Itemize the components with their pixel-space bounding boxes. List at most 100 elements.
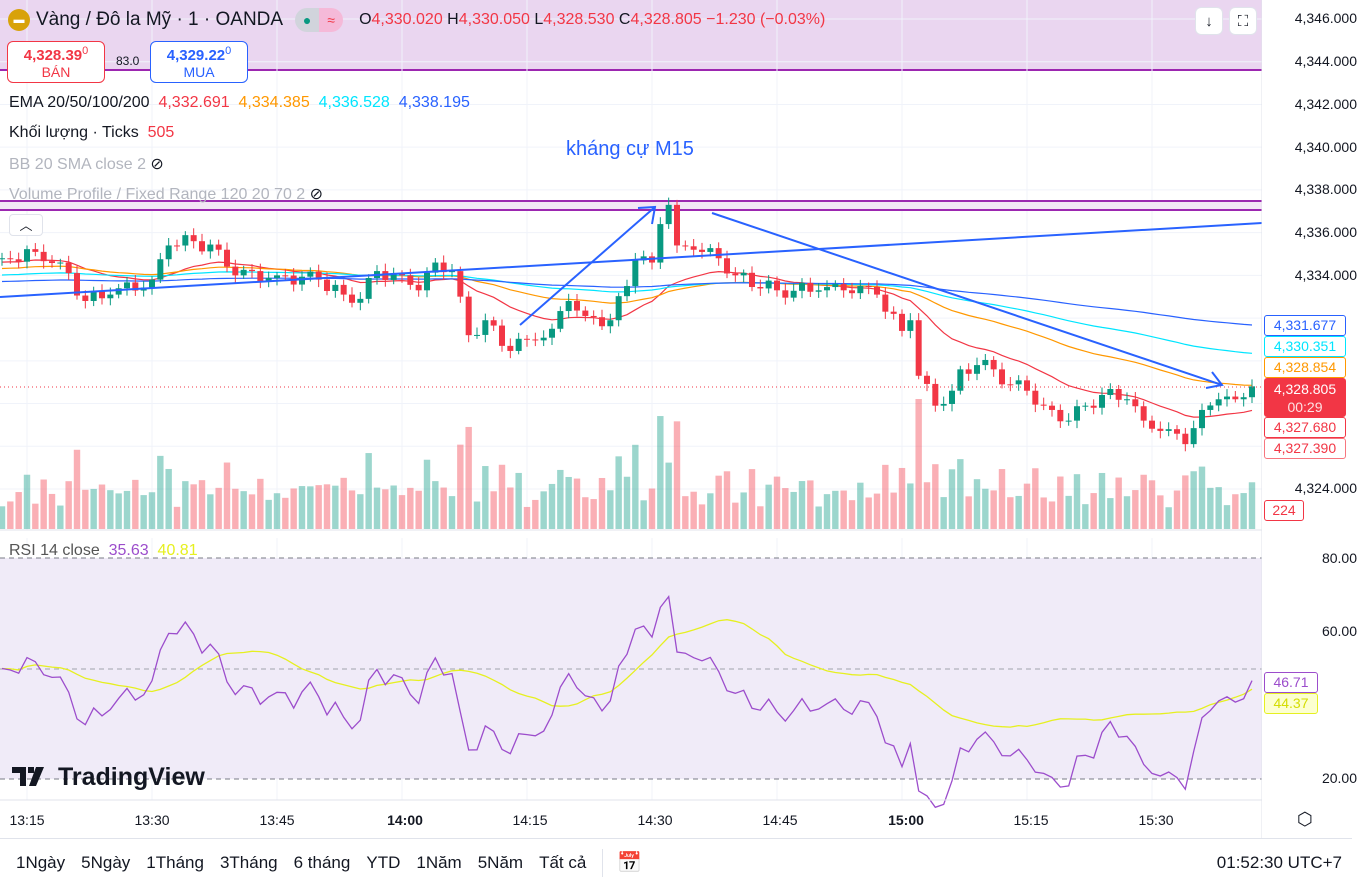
volume-bar [1107, 498, 1114, 529]
candle-body [957, 369, 964, 391]
symbol-header[interactable]: ▬ Vàng / Đô la Mỹ · 1 · OANDA ● ≈ O4,330.… [8, 8, 825, 32]
goto-date-calendar-icon[interactable]: 📅 [617, 852, 643, 874]
market-status[interactable]: ● ≈ [295, 8, 344, 32]
candle-body [449, 271, 455, 273]
candle-body [15, 259, 22, 262]
settings-gear-icon[interactable]: ⬡ [1297, 809, 1313, 829]
candle-body [174, 245, 180, 247]
volume-bar [432, 481, 439, 529]
candle-body [857, 286, 864, 294]
range-1y[interactable]: 1Năm [416, 852, 462, 872]
rsi-tick: 20.00 [1321, 770, 1357, 786]
volume-bar [973, 479, 981, 529]
volume-bar [548, 483, 556, 529]
volume-bar [332, 485, 339, 529]
candle-body [1115, 389, 1122, 400]
volume-bar [15, 492, 22, 529]
range-all[interactable]: Tất cả [539, 852, 587, 872]
candle-body [474, 334, 480, 336]
volume-bar [607, 490, 614, 529]
volume-bar [40, 479, 47, 529]
candle-body [490, 320, 497, 326]
volume-bar [1032, 468, 1039, 529]
volume-bar [632, 444, 639, 529]
range-6m[interactable]: 6 tháng [293, 852, 351, 872]
symbol-title[interactable]: Vàng / Đô la Mỹ · 1 · OANDA [36, 9, 284, 30]
volume-bar [657, 416, 664, 529]
spread: 83.0 [116, 54, 140, 68]
rsi-legend[interactable]: RSI 14 close 35.63 40.81 [9, 542, 198, 559]
hidden-eye-icon[interactable]: ⊘ [150, 156, 164, 173]
candle-body [840, 284, 847, 291]
volume-bar [357, 494, 364, 529]
volume-bar [423, 459, 431, 529]
volume-bar [865, 497, 872, 529]
candle-body [582, 310, 589, 316]
volume-bar [198, 480, 206, 529]
collapse-legend-button[interactable]: ︿ [9, 214, 43, 236]
volume-bar [182, 481, 189, 529]
range-1m[interactable]: 1Tháng [146, 852, 204, 872]
candle-body [257, 271, 264, 282]
rsi-ma-line [1, 619, 1253, 728]
time-tick: 15:00 [888, 812, 924, 828]
time-tick: 13:30 [134, 812, 170, 828]
fullscreen-button[interactable]: ⛶ [1229, 7, 1257, 35]
volume-bar [473, 501, 481, 529]
bb-legend[interactable]: BB 20 SMA close 2 ⊘ [9, 156, 164, 173]
candle-body [1124, 399, 1130, 401]
candle-body [149, 279, 155, 288]
candle-body [349, 294, 355, 303]
volume-bar [748, 469, 756, 529]
volume-bar [248, 494, 256, 529]
price-chart[interactable]: TradingView [0, 0, 1262, 838]
volume-bar [757, 506, 764, 529]
hidden-eye-icon[interactable]: ⊘ [309, 186, 324, 203]
candle-body [749, 272, 755, 288]
volume-bar [407, 487, 414, 529]
volume-label: 224 [1264, 500, 1304, 521]
range-5y[interactable]: 5Năm [477, 852, 524, 872]
arrow-down-drawing[interactable] [711, 212, 1224, 389]
annotation-text[interactable]: kháng cự M15 [566, 138, 694, 160]
volume-bar [307, 486, 314, 529]
range-1d[interactable]: 1Ngày [16, 852, 66, 872]
candle-body [665, 204, 672, 225]
volume-bar [390, 485, 397, 529]
volume-legend[interactable]: Khối lượng · Ticks 505 [9, 124, 175, 141]
range-ytd[interactable]: YTD [366, 852, 401, 872]
candle-body [465, 296, 472, 336]
range-5d[interactable]: 5Ngày [81, 852, 131, 872]
volume-bar [773, 476, 781, 529]
candle-body [532, 339, 539, 341]
volume-bar [532, 499, 539, 529]
candle-body [990, 359, 997, 370]
candle-body [1032, 390, 1039, 405]
candle-body [899, 313, 905, 331]
trendline[interactable] [0, 222, 1262, 298]
candle-body [315, 271, 322, 280]
candle-body [482, 320, 489, 335]
candle-body [1040, 404, 1047, 406]
volume-bar [790, 491, 797, 529]
candle-body [432, 262, 439, 273]
ema-legend[interactable]: EMA 20/50/100/200 4,332.691 4,334.385 4,… [9, 94, 470, 111]
time-tick: 14:30 [637, 812, 673, 828]
buy-button[interactable]: 4,329.220 MUA [150, 41, 248, 83]
volume-bar [573, 478, 581, 529]
volume-profile-legend[interactable]: Volume Profile / Fixed Range 120 20 70 2… [9, 186, 324, 203]
volume-bar [1157, 495, 1164, 529]
volume-bar [1207, 487, 1214, 529]
candle-body [0, 258, 5, 260]
scroll-down-button[interactable]: ↓ [1195, 7, 1223, 35]
volume-bar [557, 469, 564, 529]
candle-body [7, 258, 14, 260]
clock-timezone[interactable]: 01:52:30 UTC+7 [1216, 852, 1342, 872]
volume-bar [932, 464, 939, 529]
volume-bar [65, 481, 72, 529]
volume-bar [832, 490, 839, 529]
range-3m[interactable]: 3Tháng [219, 852, 278, 872]
sell-button[interactable]: 4,328.390 BÁN [7, 41, 105, 83]
arrow-up-drawing[interactable] [519, 205, 657, 326]
volume-bar [298, 486, 306, 529]
